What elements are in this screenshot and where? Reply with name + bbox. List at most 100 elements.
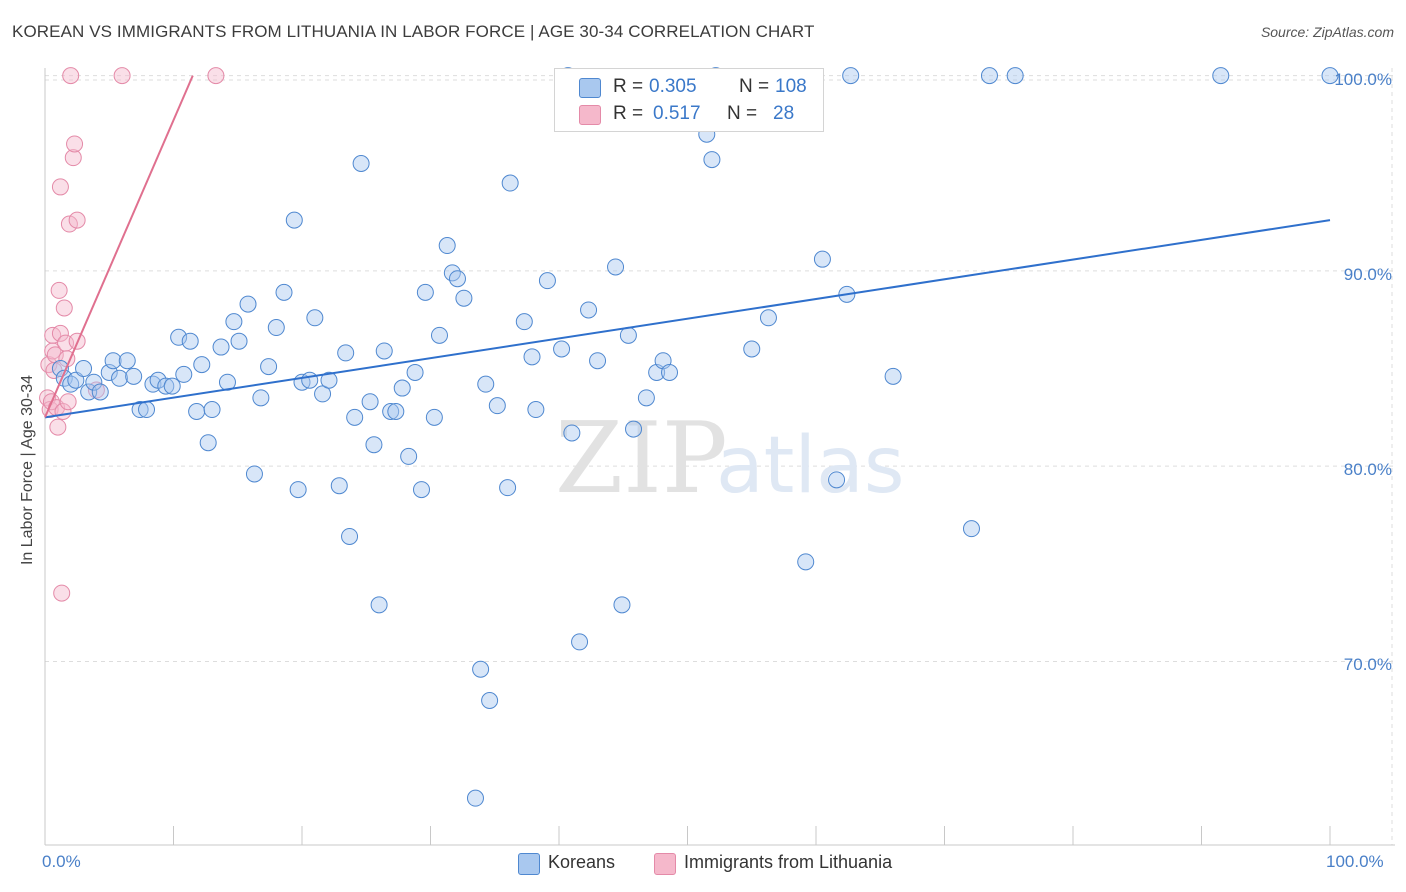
data-point-korean [499, 479, 517, 497]
data-point-korean [301, 371, 319, 389]
data-point-korean [580, 301, 598, 319]
data-point-korean [472, 660, 490, 678]
data-point-korean [245, 465, 263, 483]
watermark-atlas: atlas [716, 421, 905, 511]
data-point-korean [267, 319, 285, 337]
data-point-korean [813, 250, 831, 268]
bottom-legend-label: Immigrants from Lithuania [684, 852, 893, 872]
data-point-korean [501, 174, 519, 192]
data-point-korean [252, 389, 270, 407]
data-point-korean [157, 377, 175, 395]
data-point-korean [346, 408, 364, 426]
bottom-swatch-koreans [518, 853, 540, 875]
data-point-korean [375, 342, 393, 360]
legend-swatch-lithuania [579, 105, 601, 125]
data-point-korean [111, 369, 129, 387]
data-point-lithuania [59, 393, 77, 411]
watermark-zip: ZIP [555, 402, 728, 516]
data-point-korean [515, 313, 533, 331]
legend-r-label: R = [613, 103, 644, 124]
data-point-korean [563, 424, 581, 442]
data-point-korean [203, 401, 221, 419]
data-point-korean [175, 365, 193, 383]
data-point-lithuania [66, 135, 84, 153]
data-point-korean [466, 789, 484, 807]
data-point-korean [400, 447, 418, 465]
data-point-korean [138, 401, 156, 419]
data-point-korean [1212, 67, 1230, 85]
data-point-korean [352, 154, 370, 172]
data-point-korean [523, 348, 541, 366]
trendline-lithuania [44, 75, 194, 418]
data-point-lithuania [53, 584, 71, 602]
data-point-lithuania [68, 211, 86, 229]
data-point-korean [188, 402, 206, 420]
data-point-korean [193, 356, 211, 374]
data-point-korean [212, 338, 230, 356]
data-point-korean [884, 367, 902, 385]
data-point-korean [619, 326, 637, 344]
series-koreans-points [51, 67, 1339, 807]
data-point-korean [306, 309, 324, 327]
data-point-korean [1006, 67, 1024, 85]
data-point-korean [275, 283, 293, 301]
data-point-korean [85, 373, 103, 391]
legend-swatch-koreans [579, 78, 601, 98]
data-point-korean [314, 385, 332, 403]
data-point-korean [553, 340, 571, 358]
data-point-korean [589, 352, 607, 370]
data-point-lithuania [60, 215, 78, 233]
data-point-korean [661, 363, 679, 381]
data-point-korean [67, 371, 85, 389]
legend-n-label: N = [727, 103, 758, 124]
data-point-korean [370, 596, 388, 614]
bottom-legend-label: Koreans [548, 852, 616, 872]
data-point-korean [225, 313, 243, 331]
bottom-swatch-lithuania [654, 853, 676, 875]
y-tick-70: 70.0% [1343, 655, 1392, 675]
data-point-korean [527, 401, 545, 419]
x-tick-min: 0.0% [42, 852, 81, 871]
data-point-korean [416, 283, 434, 301]
data-point-korean [625, 420, 643, 438]
data-point-lithuania [50, 281, 68, 299]
trendline-koreans [44, 219, 1331, 419]
data-point-korean [455, 289, 473, 307]
data-point-korean [613, 596, 631, 614]
data-point-korean [413, 481, 431, 499]
legend-r-label: R = [613, 76, 644, 97]
data-point-korean [91, 383, 109, 401]
legend-n-label: N = [739, 76, 770, 97]
data-point-korean [962, 520, 980, 538]
data-point-korean [743, 340, 761, 358]
data-point-lithuania [49, 418, 67, 436]
data-point-korean [980, 67, 998, 85]
data-point-korean [488, 397, 506, 415]
data-point-korean [637, 389, 655, 407]
x-tick-max: 100.0% [1326, 852, 1384, 871]
data-point-korean [703, 151, 721, 169]
data-point-korean [80, 383, 98, 401]
data-point-korean [430, 326, 448, 344]
data-point-korean [75, 360, 93, 378]
source-label: Source: ZipAtlas.com [1260, 24, 1394, 40]
data-point-korean [163, 377, 181, 395]
data-point-korean [199, 434, 217, 452]
data-point-korean [181, 332, 199, 350]
trendlines [44, 75, 1331, 419]
data-point-korean [104, 352, 122, 370]
legend-r-value: 0.305 [649, 76, 697, 97]
data-point-korean [341, 527, 359, 545]
data-point-korean [289, 481, 307, 499]
data-point-lithuania [51, 178, 69, 196]
data-point-korean [320, 371, 338, 389]
data-point-korean [382, 402, 400, 420]
data-point-korean [448, 270, 466, 288]
data-point-korean [131, 401, 149, 419]
data-point-korean [425, 408, 443, 426]
data-point-korean [125, 367, 143, 385]
data-point-korean [337, 344, 355, 362]
data-point-korean [538, 272, 556, 290]
data-point-lithuania [55, 299, 73, 317]
